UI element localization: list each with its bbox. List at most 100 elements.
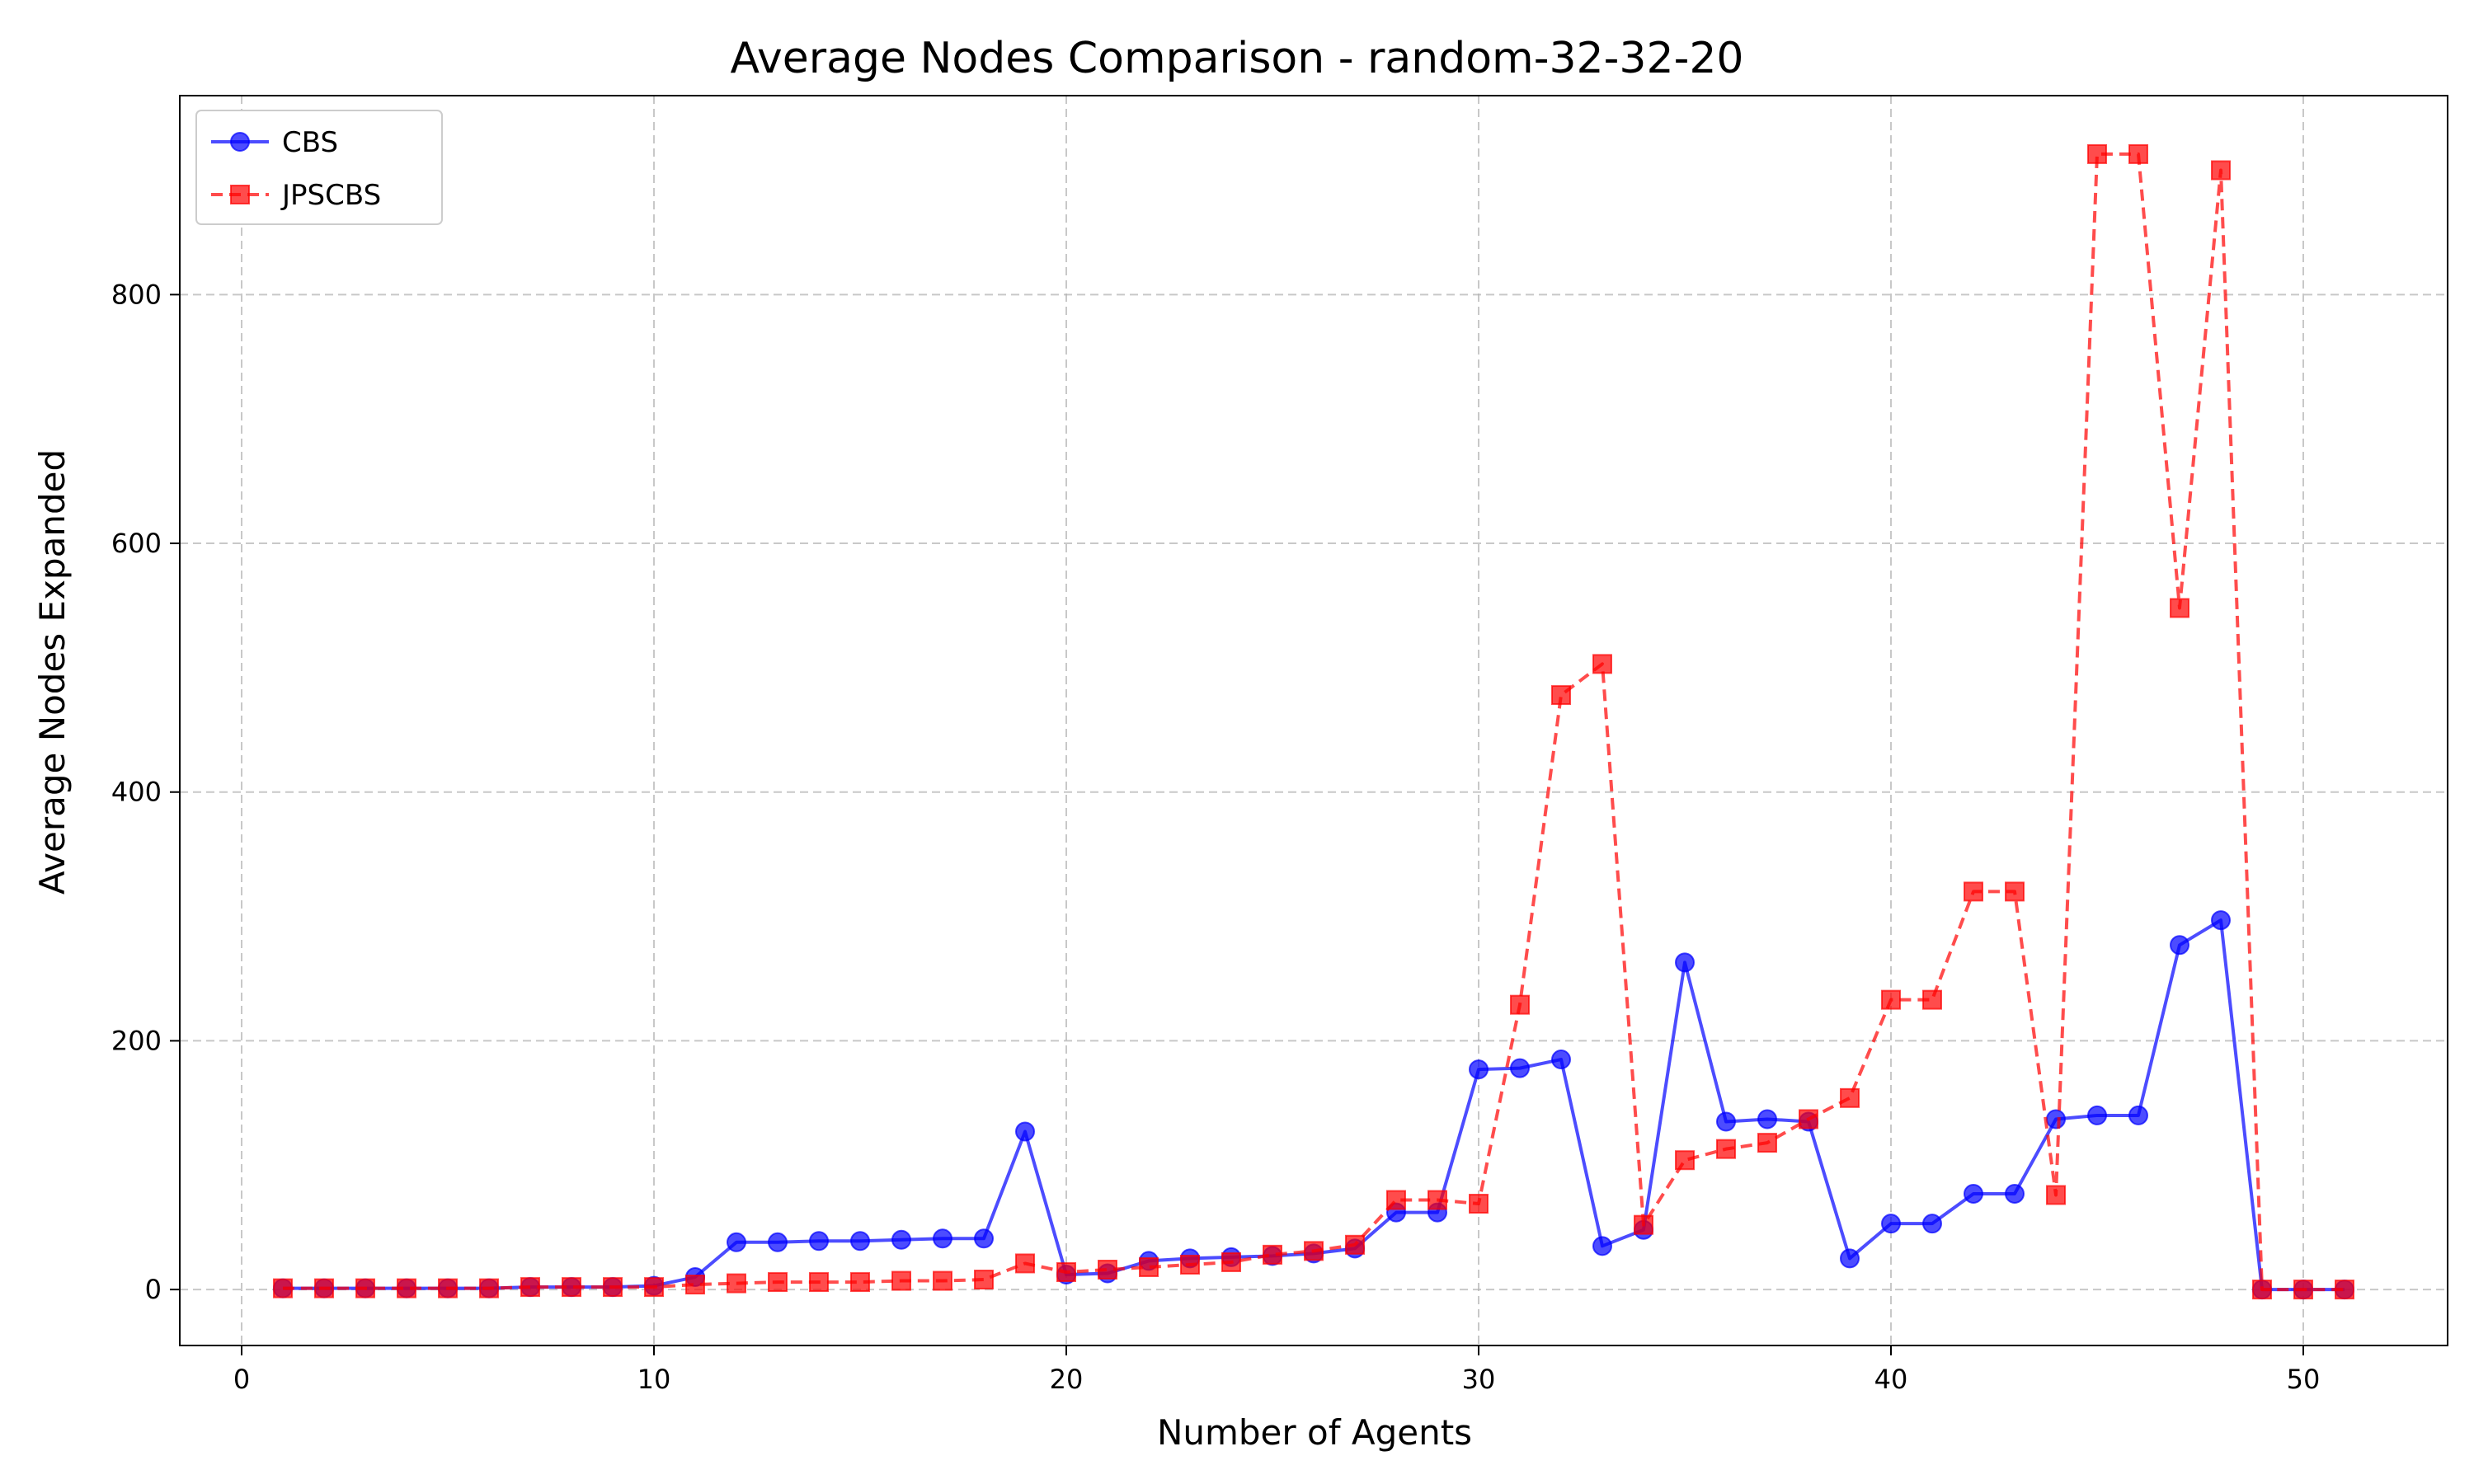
data-point-jpscbs — [1510, 994, 1530, 1015]
data-point-jpscbs — [644, 1277, 664, 1298]
data-point-jpscbs — [1840, 1087, 1860, 1108]
x-tick-label: 10 — [637, 1364, 671, 1395]
data-point-jpscbs — [974, 1270, 994, 1290]
x-tick-label: 30 — [1462, 1364, 1496, 1395]
data-point-jpscbs — [397, 1278, 416, 1298]
series-jpscbs — [273, 143, 2354, 1300]
y-tick-label: 0 — [145, 1274, 162, 1305]
legend-label-jpscbs: JPSCBS — [280, 179, 381, 212]
legend-marker-jpscbs — [230, 185, 250, 204]
y-axis-label: Average Nodes Expanded — [32, 449, 73, 895]
data-point-jpscbs — [1139, 1256, 1159, 1277]
chart-title: Average Nodes Comparison - random-32-32-… — [730, 34, 1743, 83]
legend-marker-cbs — [230, 132, 250, 152]
data-point-jpscbs — [355, 1278, 375, 1298]
data-point-cbs — [933, 1228, 952, 1249]
data-point-jpscbs — [1015, 1253, 1035, 1274]
data-point-jpscbs — [933, 1270, 952, 1291]
x-tick-label: 0 — [233, 1364, 250, 1395]
data-point-jpscbs — [1716, 1139, 1736, 1159]
data-point-cbs — [1551, 1050, 1571, 1070]
legend: CBS JPSCBS — [195, 110, 443, 225]
data-point-jpscbs — [603, 1277, 623, 1298]
data-point-cbs — [974, 1228, 994, 1249]
data-point-cbs — [1469, 1059, 1489, 1080]
data-point-cbs — [891, 1229, 911, 1250]
data-point-jpscbs — [891, 1270, 911, 1291]
y-tick-label: 200 — [111, 1025, 162, 1056]
data-point-jpscbs — [1304, 1241, 1324, 1261]
data-point-jpscbs — [1634, 1214, 1653, 1235]
y-tick-label: 800 — [111, 279, 162, 310]
data-point-jpscbs — [1799, 1109, 1818, 1129]
data-point-cbs — [1510, 1058, 1530, 1078]
data-point-jpscbs — [1056, 1262, 1076, 1283]
series-cbs — [273, 910, 2354, 1300]
series-line-cbs — [283, 918, 2345, 1292]
data-point-jpscbs — [1180, 1254, 1200, 1275]
data-point-cbs — [850, 1231, 870, 1252]
data-point-cbs — [1757, 1109, 1777, 1129]
data-point-cbs — [809, 1231, 829, 1252]
data-point-jpscbs — [809, 1272, 829, 1293]
data-point-cbs — [1964, 1183, 1983, 1204]
data-point-jpscbs — [1881, 989, 1901, 1010]
data-point-cbs — [1675, 952, 1695, 973]
data-point-jpscbs — [1922, 989, 1942, 1010]
data-point-jpscbs — [1345, 1234, 1365, 1255]
data-point-cbs — [1881, 1214, 1901, 1234]
data-point-jpscbs — [2087, 143, 2107, 164]
data-point-jpscbs — [273, 1278, 293, 1298]
data-point-cbs — [1840, 1248, 1860, 1269]
data-point-cbs — [768, 1232, 788, 1252]
data-point-jpscbs — [850, 1272, 870, 1293]
data-point-jpscbs — [2005, 881, 2025, 902]
x-tick-label: 20 — [1050, 1364, 1084, 1395]
data-point-jpscbs — [768, 1272, 788, 1293]
plot-frame — [179, 95, 2448, 1346]
data-point-jpscbs — [2252, 1280, 2272, 1300]
data-point-jpscbs — [1469, 1194, 1489, 1214]
data-point-jpscbs — [1551, 685, 1571, 706]
series-layer — [273, 143, 2354, 1300]
y-tick-label: 600 — [111, 528, 162, 559]
data-point-cbs — [1716, 1111, 1736, 1132]
data-point-jpscbs — [2170, 598, 2189, 618]
grid-lines — [180, 96, 2448, 1345]
x-axis-label: Number of Agents — [1157, 1412, 1472, 1453]
data-point-cbs — [727, 1232, 746, 1252]
data-point-jpscbs — [2211, 160, 2231, 181]
data-point-cbs — [2087, 1105, 2107, 1125]
data-point-cbs — [1922, 1214, 1942, 1234]
data-point-cbs — [2005, 1183, 2025, 1204]
data-point-jpscbs — [727, 1273, 746, 1294]
data-point-jpscbs — [1675, 1150, 1695, 1171]
data-point-jpscbs — [1386, 1190, 1406, 1210]
data-point-jpscbs — [1263, 1244, 1282, 1265]
data-point-jpscbs — [2046, 1185, 2066, 1205]
x-tick-label: 40 — [1874, 1364, 1908, 1395]
data-point-jpscbs — [438, 1278, 458, 1298]
data-point-jpscbs — [1221, 1252, 1241, 1272]
data-point-cbs — [2170, 935, 2189, 956]
data-point-jpscbs — [1592, 654, 1612, 674]
data-point-jpscbs — [2293, 1280, 2313, 1300]
y-tick-label: 400 — [111, 777, 162, 808]
x-tick-label: 50 — [2287, 1364, 2321, 1395]
data-point-jpscbs — [520, 1277, 540, 1298]
legend-label-cbs: CBS — [282, 126, 338, 159]
series-line-jpscbs — [283, 152, 2345, 1292]
data-point-jpscbs — [562, 1277, 581, 1298]
data-point-cbs — [2128, 1105, 2148, 1125]
data-point-jpscbs — [479, 1278, 499, 1298]
data-point-cbs — [2211, 910, 2231, 931]
data-point-cbs — [1592, 1236, 1612, 1256]
data-point-jpscbs — [685, 1275, 705, 1295]
data-point-jpscbs — [1757, 1133, 1777, 1153]
data-point-jpscbs — [2335, 1280, 2354, 1300]
data-point-jpscbs — [1098, 1259, 1117, 1280]
data-point-jpscbs — [1964, 881, 1983, 902]
data-point-cbs — [2046, 1109, 2066, 1129]
data-point-jpscbs — [1427, 1190, 1447, 1210]
